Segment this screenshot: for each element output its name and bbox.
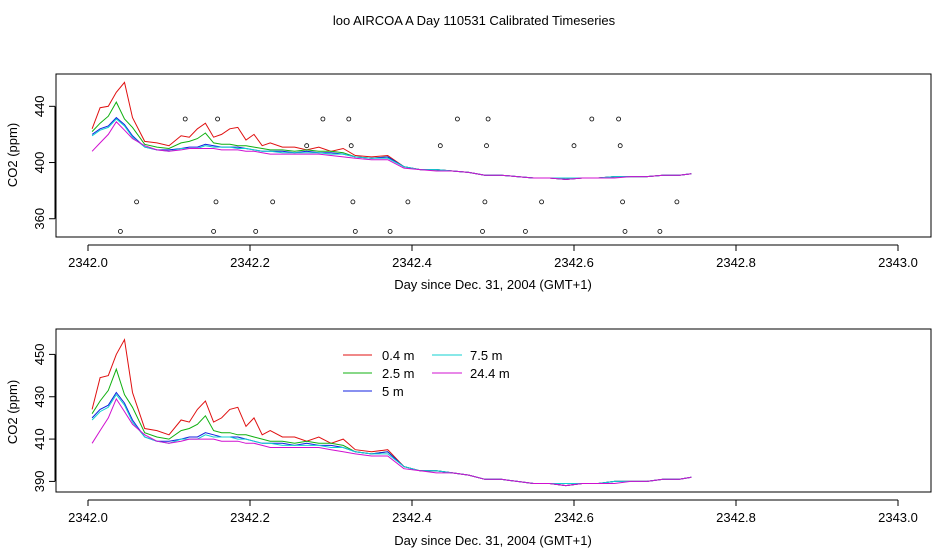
- figure-title: loo AIRCOA A Day 110531 Calibrated Times…: [333, 13, 616, 28]
- scatter-point: [437, 143, 443, 149]
- scatter-point: [523, 228, 528, 234]
- x-tick-label: 2342.2: [230, 255, 270, 270]
- scatter-point: [304, 143, 310, 149]
- scatter-point: [211, 228, 217, 234]
- series-line-3: [91, 118, 692, 179]
- scatter-point: [539, 199, 544, 205]
- scatter-point: [134, 199, 140, 205]
- legend-label-3: 7.5 m: [470, 348, 503, 363]
- y-tick-label: 410: [32, 428, 47, 450]
- scatter-point: [616, 116, 621, 122]
- top-x-axis-label: Day since Dec. 31, 2004 (GMT+1): [394, 277, 592, 292]
- scatter-point: [480, 228, 485, 234]
- x-tick-label: 2342.6: [554, 510, 594, 525]
- y-tick-label: 390: [32, 471, 47, 493]
- scatter-point: [454, 116, 460, 122]
- top-x-axis: 2342.0 2342.2 2342.4 2342.6 2342.8 2343.0: [68, 244, 918, 270]
- y-tick-label: 450: [32, 344, 47, 366]
- series-line-1: [91, 101, 692, 180]
- series-line-4: [91, 120, 692, 180]
- scatter-point: [482, 199, 488, 205]
- series-line-0: [91, 81, 692, 180]
- top-panel: 2342.0 2342.2 2342.4 2342.6 2342.8 2343.0 360…: [5, 73, 932, 292]
- scatter-point: [617, 143, 623, 149]
- y-tick-label: 430: [32, 386, 47, 408]
- y-tick-label: 400: [32, 152, 47, 174]
- scatter-point: [320, 116, 326, 122]
- bottom-panel: 2342.0 2342.2 2342.4 2342.6 2342.8 2343.0 390…: [5, 328, 932, 548]
- bottom-x-axis: 2342.0 2342.2 2342.4 2342.6 2342.8 2343.0: [68, 499, 918, 525]
- scatter-point: [485, 116, 491, 122]
- x-tick-label: 2342.0: [68, 510, 108, 525]
- x-tick-label: 2342.0: [68, 255, 108, 270]
- bottom-x-axis-label: Day since Dec. 31, 2004 (GMT+1): [394, 533, 592, 548]
- scatter-point: [484, 143, 489, 149]
- scatter-point: [348, 143, 354, 149]
- x-tick-label: 2343.0: [878, 510, 918, 525]
- scatter-point: [215, 116, 221, 122]
- legend-label-0: 0.4 m: [382, 348, 415, 363]
- legend-label-1: 2.5 m: [382, 366, 415, 381]
- x-tick-label: 2342.2: [230, 510, 270, 525]
- scatter-point: [182, 116, 188, 122]
- top-plot-frame: [55, 73, 932, 238]
- scatter-point: [622, 228, 628, 234]
- scatter-point: [118, 228, 123, 234]
- series-line-3: [91, 393, 692, 484]
- scatter-point: [387, 228, 393, 234]
- series-line-4: [91, 397, 692, 487]
- x-tick-label: 2342.8: [716, 255, 756, 270]
- bottom-y-axis-label: CO2 (ppm): [5, 380, 20, 444]
- bottom-y-axis: 390 410 430 450: [32, 344, 56, 493]
- x-tick-label: 2343.0: [878, 255, 918, 270]
- y-tick-label: 360: [32, 208, 47, 230]
- bottom-series-group: [91, 338, 692, 487]
- scatter-point: [253, 228, 259, 234]
- scatter-point: [620, 199, 625, 205]
- top-y-axis: 360 400 440: [32, 95, 56, 230]
- scatter-point: [405, 199, 411, 205]
- bottom-plot-frame: [55, 328, 932, 493]
- legend-label-4: 24.4 m: [470, 366, 510, 381]
- legend: 0.4 m 2.5 m 5 m 7.5 m 24.4 m: [343, 348, 510, 399]
- top-series-group: [91, 81, 692, 180]
- scatter-point: [346, 116, 352, 122]
- top-y-axis-label: CO2 (ppm): [5, 123, 20, 187]
- x-tick-label: 2342.4: [392, 255, 432, 270]
- scatter-point: [213, 199, 219, 205]
- scatter-point: [270, 199, 276, 205]
- scatter-point: [674, 199, 680, 205]
- x-tick-label: 2342.6: [554, 255, 594, 270]
- scatter-point: [350, 199, 356, 205]
- scatter-point: [571, 143, 577, 149]
- y-tick-label: 440: [32, 95, 47, 117]
- x-tick-label: 2342.8: [716, 510, 756, 525]
- x-tick-label: 2342.4: [392, 510, 432, 525]
- top-points-group: [118, 116, 680, 234]
- scatter-point: [352, 228, 358, 234]
- legend-label-2: 5 m: [382, 384, 404, 399]
- scatter-point: [657, 228, 663, 234]
- scatter-point: [589, 116, 595, 122]
